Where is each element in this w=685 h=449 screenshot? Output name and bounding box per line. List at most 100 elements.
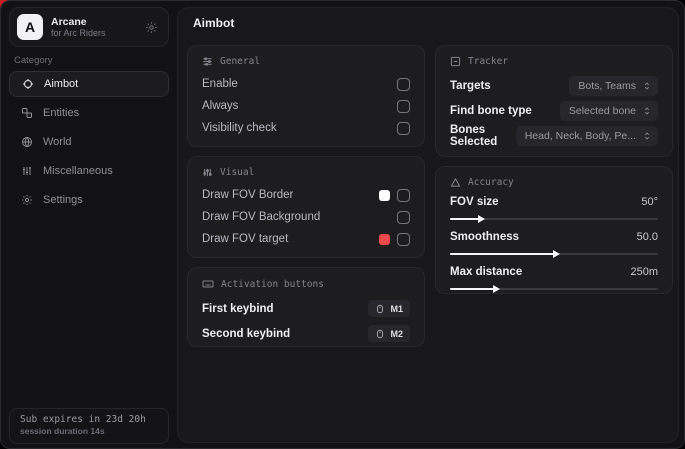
sidebar-item-settings[interactable]: Settings xyxy=(9,187,169,213)
second-keybind-button[interactable]: M2 xyxy=(368,325,410,342)
color-swatch-red[interactable] xyxy=(379,233,390,245)
subscription-card: Sub expires in 23d 20h session duration … xyxy=(9,408,169,444)
slider-label: FOV size xyxy=(450,196,499,208)
fov-target-checkbox[interactable] xyxy=(397,232,410,246)
tracker-label: Find bone type xyxy=(450,104,532,117)
find-bone-type-dropdown[interactable]: Selected bone xyxy=(559,100,658,121)
tracker-row-targets: Targets Bots, Teams xyxy=(450,73,658,98)
keybind-row-first: First keybind M1 xyxy=(202,296,410,321)
panel-title: Accuracy xyxy=(468,177,514,188)
keybind-value: M2 xyxy=(390,328,403,339)
sub-expires-text: Sub expires in 23d 20h xyxy=(20,414,146,425)
keybind-label: Second keybind xyxy=(202,327,291,340)
visibility-check-checkbox[interactable] xyxy=(397,121,410,135)
sidebar: A Arcane for Arc Riders Category Aimbot xyxy=(1,1,177,448)
unfold-icon xyxy=(642,81,652,91)
dropdown-value: Selected bone xyxy=(568,104,636,117)
sidebar-item-entities[interactable]: Entities xyxy=(9,100,169,126)
panel-title: Visual xyxy=(220,167,255,178)
sidebar-item-miscellaneous[interactable]: Miscellaneous xyxy=(9,158,169,184)
tracker-label: Targets xyxy=(450,79,491,92)
slider-value: 250m xyxy=(630,266,658,278)
sidebar-item-label: World xyxy=(43,136,72,148)
setting-row-fov-border: Draw FOV Border xyxy=(202,184,410,206)
panel-accuracy: Accuracy FOV size 50° Smoothness 50.0 xyxy=(435,166,673,294)
slider-thumb[interactable] xyxy=(478,215,486,223)
panel-activation-buttons: Activation buttons First keybind M1 Seco… xyxy=(187,267,425,347)
globe-icon xyxy=(21,136,33,148)
fov-border-checkbox[interactable] xyxy=(397,188,410,202)
fov-size-slider[interactable] xyxy=(450,215,658,223)
unfold-icon xyxy=(642,106,652,116)
setting-row-fov-target: Draw FOV target xyxy=(202,228,410,250)
fov-background-checkbox[interactable] xyxy=(397,210,410,224)
scan-box-icon xyxy=(450,56,461,67)
max-distance-slider[interactable] xyxy=(450,285,658,293)
sidebar-item-label: Settings xyxy=(43,194,83,206)
keybind-value: M1 xyxy=(390,303,403,314)
keybind-row-second: Second keybind M2 xyxy=(202,321,410,346)
mouse-icon xyxy=(375,304,385,314)
slider-thumb[interactable] xyxy=(492,285,500,293)
mouse-icon xyxy=(375,329,385,339)
setting-label: Visibility check xyxy=(202,122,277,134)
app-header-card: A Arcane for Arc Riders xyxy=(9,7,169,47)
sidebar-item-label: Aimbot xyxy=(44,78,79,90)
panel-title: Activation buttons xyxy=(221,278,324,290)
smoothness-slider[interactable] xyxy=(450,250,658,258)
app-subtitle: for Arc Riders xyxy=(51,27,106,38)
sidebar-item-aimbot[interactable]: Aimbot xyxy=(9,71,169,97)
dropdown-value: Head, Neck, Body, Pe... xyxy=(524,129,636,142)
tracker-row-bones-selected: Bones Selected Head, Neck, Body, Pe... xyxy=(450,123,658,148)
sidebar-nav: Aimbot Entities World xyxy=(9,71,169,213)
setting-label: Always xyxy=(202,100,239,112)
panel-title: General xyxy=(220,56,261,67)
slider-label: Smoothness xyxy=(450,231,520,243)
setting-row-always: Always xyxy=(202,95,410,117)
category-label: Category xyxy=(14,55,53,66)
bones-selected-dropdown[interactable]: Head, Neck, Body, Pe... xyxy=(515,125,658,146)
entities-icon xyxy=(21,107,33,119)
app-title: Arcane xyxy=(51,15,87,28)
keyboard-icon xyxy=(202,278,214,290)
crosshair-icon xyxy=(22,78,34,90)
tracker-row-find-bone-type: Find bone type Selected bone xyxy=(450,98,658,123)
slider-value: 50.0 xyxy=(636,231,658,243)
always-checkbox[interactable] xyxy=(397,99,410,113)
dropdown-value: Bots, Teams xyxy=(578,79,636,92)
slider-thumb[interactable] xyxy=(553,250,560,258)
tracker-label: Bones Selected xyxy=(450,123,498,148)
enable-checkbox[interactable] xyxy=(397,77,410,91)
sidebar-item-world[interactable]: World xyxy=(9,129,169,155)
first-keybind-button[interactable]: M1 xyxy=(368,300,410,317)
session-duration-text: session duration 14s xyxy=(20,426,105,436)
panel-title: Tracker xyxy=(468,56,509,67)
slider-label: Max distance xyxy=(450,266,523,278)
page-title: Aimbot xyxy=(193,16,235,30)
unfold-icon xyxy=(642,131,652,141)
color-swatch-white[interactable] xyxy=(379,189,390,201)
panel-tracker: Tracker Targets Bots, Teams Find bone ty… xyxy=(435,45,673,157)
slider-row-smoothness: Smoothness 50.0 xyxy=(450,229,658,258)
keybind-label: First keybind xyxy=(202,302,274,315)
setting-label: Enable xyxy=(202,78,238,90)
setting-row-visibility-check: Visibility check xyxy=(202,117,410,139)
triangle-icon xyxy=(450,177,461,188)
gear-icon xyxy=(21,194,33,206)
setting-label: Draw FOV target xyxy=(202,233,289,245)
slider-row-fov-size: FOV size 50° xyxy=(450,194,658,223)
adjustments-icon xyxy=(202,167,213,178)
setting-label: Draw FOV Background xyxy=(202,211,321,223)
sidebar-item-label: Entities xyxy=(43,107,80,119)
bars-icon xyxy=(21,165,33,177)
setting-row-fov-background: Draw FOV Background xyxy=(202,206,410,228)
sliders-icon xyxy=(202,56,213,67)
slider-value: 50° xyxy=(641,196,658,208)
setting-label: Draw FOV Border xyxy=(202,189,294,201)
gear-icon[interactable] xyxy=(145,21,158,34)
panel-general: General Enable Always Visibility check xyxy=(187,45,425,147)
slider-row-max-distance: Max distance 250m xyxy=(450,264,658,293)
targets-dropdown[interactable]: Bots, Teams xyxy=(569,75,658,96)
